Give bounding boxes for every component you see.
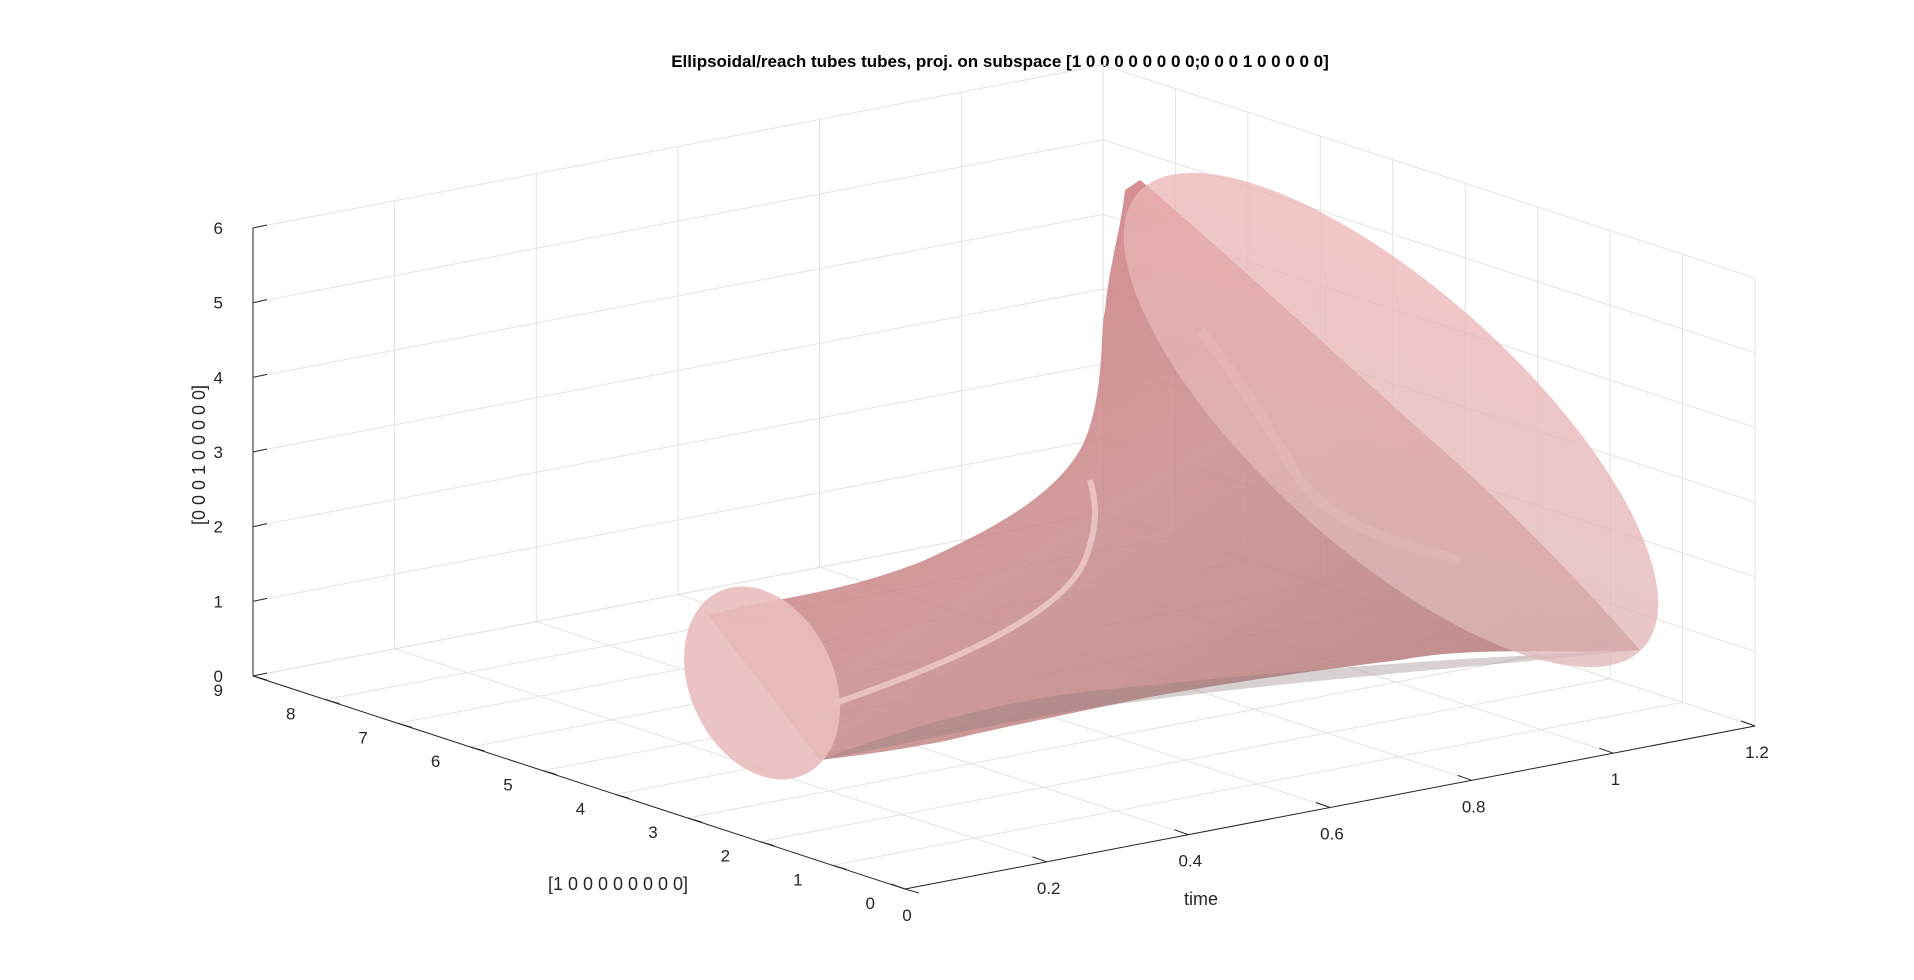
grid-line (1102, 64, 1756, 279)
x-tick-mark (1599, 747, 1614, 754)
y-axis-label: [1 0 0 0 0 0 0 0 0] (548, 874, 688, 894)
z-tick-mark (252, 373, 268, 378)
z-tick-label: 3 (214, 443, 223, 462)
chart-title: Ellipsoidal/reach tubes tubes, proj. on … (671, 52, 1329, 71)
z-tick-mark (252, 448, 268, 453)
y-tick-mark (687, 817, 702, 823)
grid-line (832, 701, 1683, 866)
z-tick-label: 5 (214, 294, 223, 313)
grid-line (252, 363, 1104, 528)
y-tick-mark (325, 699, 340, 705)
y-tick-mark (252, 675, 268, 681)
x-tick-label: 0.8 (1462, 797, 1486, 816)
y-tick-label: 3 (648, 823, 657, 842)
x-axis-label: time (1184, 889, 1218, 909)
x-tick-mark (1457, 774, 1472, 781)
z-tick-label: 1 (214, 592, 223, 611)
grid-line (252, 213, 1104, 378)
grid-line (252, 288, 1104, 453)
y-tick-mark (615, 793, 630, 799)
grid-line (252, 64, 1104, 229)
grid-line (687, 654, 1538, 819)
x-tick-label: 0 (902, 906, 911, 925)
y-tick-label: 9 (214, 681, 223, 700)
z-tick-labels: 0 1 2 3 4 5 6 (214, 219, 223, 686)
x-tick-label: 1.2 (1745, 743, 1769, 762)
y-tick-label: 6 (431, 752, 440, 771)
y-tick-label: 5 (503, 776, 512, 795)
grid-line (252, 139, 1104, 304)
grid-line (252, 512, 1104, 677)
y-tick-labels: 0 1 2 3 4 5 6 7 8 9 (214, 681, 875, 913)
x-tick-label: 0.2 (1037, 879, 1061, 898)
y-tick-label: 0 (866, 894, 875, 913)
y-tick-mark (397, 722, 413, 728)
y-axis-line (252, 675, 906, 890)
x-tick-labels: 0 0.2 0.4 0.6 0.8 1 1.2 (902, 743, 1769, 925)
x-tick-label: 0.4 (1179, 852, 1203, 871)
z-tick-label: 2 (214, 518, 223, 537)
axis-lines (252, 224, 1756, 894)
x-tick-mark (1315, 802, 1331, 808)
grid-line (760, 678, 1611, 843)
z-tick-mark (252, 672, 268, 677)
tube-highlight-ridge (829, 479, 1098, 708)
y-tick-mark (832, 864, 847, 870)
x-tick-mark (1174, 829, 1189, 836)
y-tick-label: 1 (793, 870, 802, 889)
y-tick-mark (759, 841, 775, 847)
y-tick-label: 8 (286, 705, 295, 724)
z-axis-label: [0 0 0 1 0 0 0 0 0] (189, 385, 209, 525)
y-tick-mark (470, 746, 485, 752)
z-tick-mark (252, 597, 268, 602)
y-tick-mark (542, 770, 557, 776)
z-tick-mark (252, 523, 268, 528)
y-tick-label: 7 (358, 728, 367, 747)
grid-line (394, 648, 1047, 863)
z-tick-mark (252, 224, 268, 229)
tube-start-cap (684, 586, 840, 780)
z-tick-label: 4 (214, 368, 223, 387)
z-tick-label: 0 (214, 667, 223, 686)
x-tick-label: 1 (1611, 770, 1620, 789)
y-tick-label: 2 (721, 847, 730, 866)
y-tick-mark (904, 888, 920, 894)
x-tick-mark (1032, 856, 1047, 863)
grid-line (252, 437, 1104, 602)
x-tick-label: 0.6 (1320, 825, 1344, 844)
reach-tube-surface (708, 180, 1640, 760)
x-tick-mark (890, 883, 906, 890)
tube-surface-group (684, 172, 1659, 780)
z-tick-mark (252, 299, 268, 304)
y-tick-label: 4 (576, 799, 585, 818)
x-tick-mark (1740, 720, 1756, 727)
tube-end-cap (1123, 172, 1659, 668)
z-tick-label: 6 (214, 219, 223, 238)
